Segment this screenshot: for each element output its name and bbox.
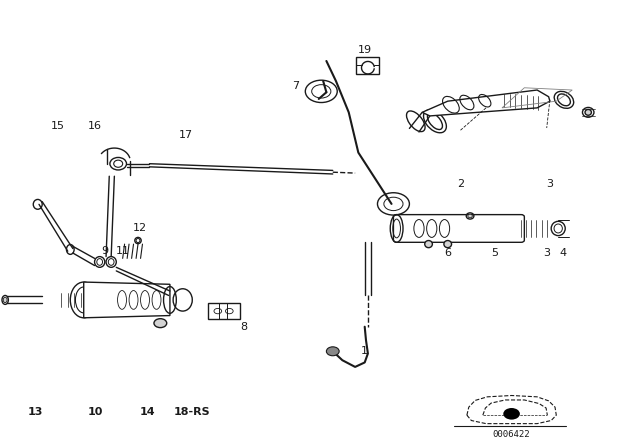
Ellipse shape [3,297,7,302]
Text: 6: 6 [444,248,451,258]
Text: 14: 14 [140,407,156,417]
Text: 11: 11 [116,246,131,256]
FancyBboxPatch shape [208,303,240,319]
Text: 10: 10 [88,407,103,417]
FancyBboxPatch shape [356,57,380,74]
Text: 1: 1 [361,346,368,356]
Text: 2: 2 [457,179,464,189]
Text: 8: 8 [240,322,247,332]
Ellipse shape [444,241,452,248]
Text: 5: 5 [491,248,498,258]
Text: 3: 3 [547,179,554,189]
Text: 19: 19 [358,45,372,55]
Polygon shape [84,282,170,318]
Ellipse shape [425,241,433,248]
Text: 0006422: 0006422 [493,431,531,439]
Text: 3: 3 [543,248,550,258]
Text: 16: 16 [88,121,102,131]
Polygon shape [422,90,550,116]
Ellipse shape [585,109,591,115]
Circle shape [503,408,520,420]
Ellipse shape [468,214,472,218]
Text: 13: 13 [28,407,44,417]
Text: 12: 12 [133,224,147,233]
Circle shape [154,319,167,327]
Text: 18-RS: 18-RS [174,407,211,417]
FancyBboxPatch shape [394,215,524,242]
Text: 4: 4 [559,248,566,258]
Text: 9: 9 [101,246,108,256]
Circle shape [326,347,339,356]
Text: 7: 7 [292,81,300,90]
Text: 15: 15 [51,121,65,131]
Text: 17: 17 [179,129,193,140]
